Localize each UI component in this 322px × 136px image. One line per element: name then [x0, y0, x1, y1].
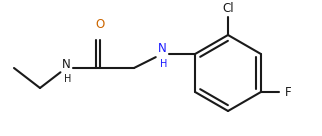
- Text: O: O: [95, 18, 105, 32]
- Text: H: H: [64, 74, 72, 84]
- Text: F: F: [285, 86, 291, 98]
- Text: Cl: Cl: [222, 2, 234, 16]
- Text: H: H: [160, 59, 168, 69]
- Text: N: N: [62, 58, 71, 70]
- Text: N: N: [158, 42, 166, 55]
